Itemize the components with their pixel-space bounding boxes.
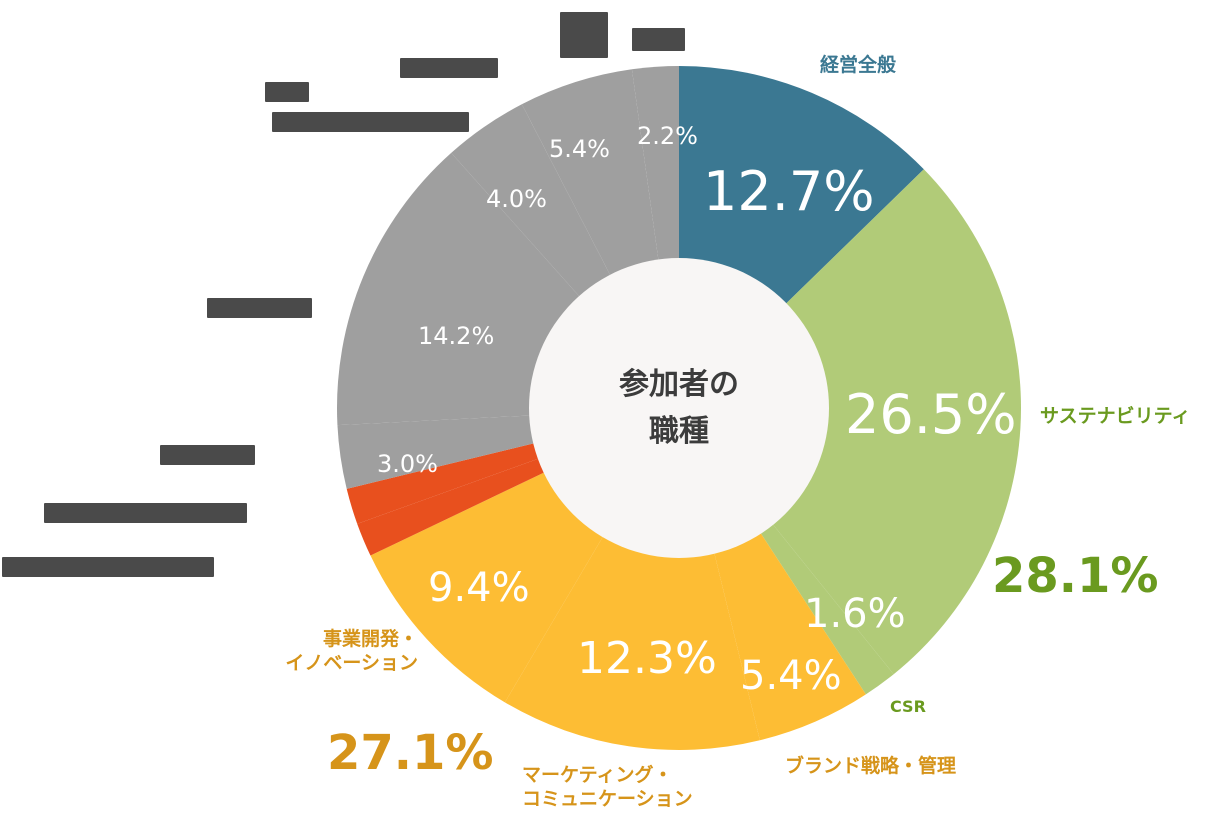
pct-jigyo: 9.4% <box>428 565 530 611</box>
donut-hole <box>529 258 829 558</box>
pct-gray-142: 14.2% <box>418 322 495 350</box>
pct-keiei: 12.7% <box>703 160 875 223</box>
pct-sustainability: 26.5% <box>845 383 1017 446</box>
pct-csr: 1.6% <box>804 591 906 637</box>
masked-label-2b: ████████████████ <box>272 112 469 132</box>
pct-marketing: 12.3% <box>577 633 717 684</box>
masked-label-top: Dunh <box>632 28 686 51</box>
label-keiei: 経営全般 <box>820 54 897 76</box>
masked-label-6: ███████ー█ ·███ 1.x% <box>2 557 215 577</box>
pct-gray-54: 5.4% <box>549 135 610 163</box>
label-brand: ブランド戦略・管理 <box>785 755 957 777</box>
label-sustainability: サステナビリティ <box>1040 405 1191 427</box>
center-title-line1: 参加者の <box>619 367 739 402</box>
pct-gray-3: 3.0% <box>377 450 438 478</box>
masked-label-1: ████████ <box>400 58 499 78</box>
masked-label-5: ██████-██████ 1.x% <box>44 503 248 523</box>
total-yellow: 27.1% <box>327 725 494 781</box>
masked-label-4: ████ー ██ <box>160 445 256 465</box>
logo-icon <box>560 12 608 58</box>
label-marketing-line1: マーケティング・ <box>522 764 673 786</box>
label-csr: CSR <box>890 697 926 716</box>
label-marketing: マーケティング・ コミュニケーション <box>522 764 693 812</box>
donut-segment <box>679 169 1022 675</box>
masked-label-2a: ███- <box>265 82 309 102</box>
label-marketing-line2: コミュニケーション <box>522 787 693 810</box>
label-jigyo-line1: 事業開発・ <box>322 628 418 650</box>
label-jigyo-line2: イノベーション <box>285 651 418 674</box>
pct-brand: 5.4% <box>740 653 842 699</box>
center-title-line2: 職種 <box>649 413 709 449</box>
pct-gray-40: 4.0% <box>486 185 547 213</box>
pct-gray-22: 2.2% <box>637 122 698 150</box>
label-jigyo: 事業開発・ イノベーション <box>248 628 418 676</box>
masked-label-3: ████-████ <box>207 298 313 318</box>
total-green: 28.1% <box>992 548 1159 604</box>
center-title: 参加者の 職種 <box>579 362 779 455</box>
